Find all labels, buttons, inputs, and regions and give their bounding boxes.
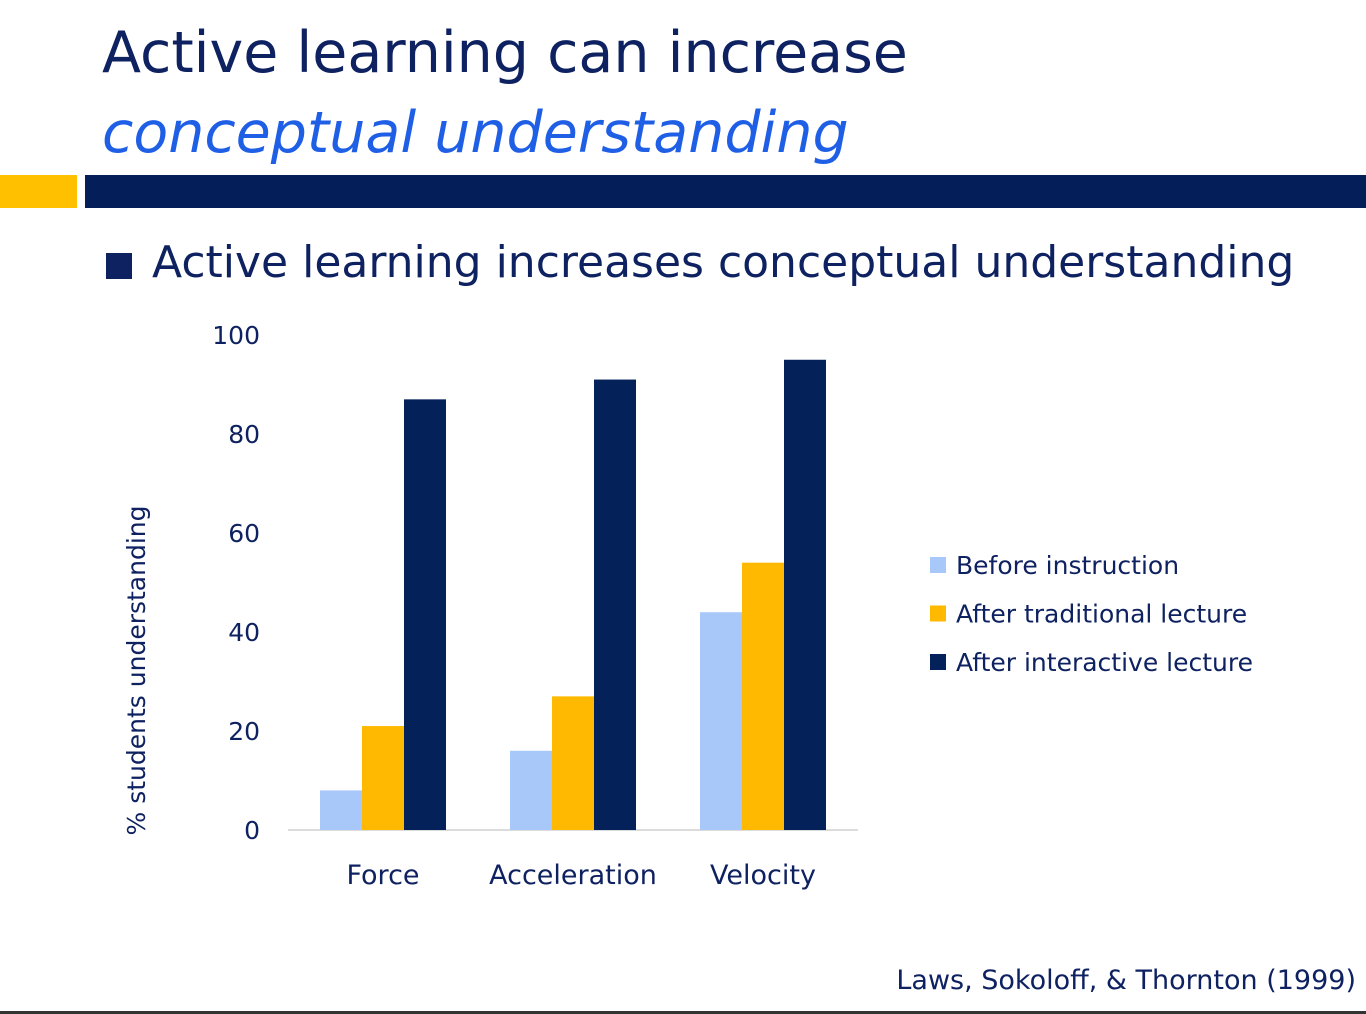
bullet-square-icon <box>106 253 132 279</box>
bar-chart: 0 20 40 60 80 100 % students understanding Forc… <box>122 321 1253 891</box>
slide-title-line1: Active learning can increase <box>102 20 908 86</box>
legend-label: After traditional lecture <box>956 600 1247 629</box>
x-tick-label: Velocity <box>710 860 816 891</box>
legend-swatch <box>930 605 946 622</box>
legend-swatch <box>930 557 946 573</box>
y-tick-label: 0 <box>244 816 260 845</box>
legend-swatch <box>930 654 946 670</box>
legend-label: After interactive lecture <box>956 648 1253 677</box>
x-tick-label: Force <box>346 860 419 891</box>
bullet-text: Active learning increases conceptual und… <box>152 237 1295 288</box>
bottom-rule <box>0 1011 1366 1014</box>
y-tick-label: 80 <box>228 420 260 449</box>
x-tick-label: Acceleration <box>489 860 657 891</box>
accent-bar-navy <box>85 175 1366 208</box>
y-tick-label: 100 <box>212 321 260 350</box>
bar <box>362 726 404 830</box>
legend-label: Before instruction <box>956 551 1179 580</box>
bar <box>552 696 594 830</box>
y-tick-label: 40 <box>228 618 260 647</box>
bar <box>784 359 826 830</box>
bar <box>404 399 446 830</box>
slide-title-line2: conceptual understanding <box>102 100 849 166</box>
citation: Laws, Sokoloff, & Thornton (1999) <box>896 965 1356 996</box>
bar <box>742 562 784 830</box>
bar <box>594 379 636 830</box>
bar <box>700 612 742 830</box>
y-tick-label: 20 <box>228 717 260 746</box>
y-axis-label: % students understanding <box>122 506 151 836</box>
bar <box>510 750 552 830</box>
y-tick-label: 60 <box>228 519 260 548</box>
bullet-point: Active learning increases conceptual und… <box>106 234 1294 292</box>
accent-bar-gold <box>0 175 77 208</box>
bar <box>320 790 362 830</box>
